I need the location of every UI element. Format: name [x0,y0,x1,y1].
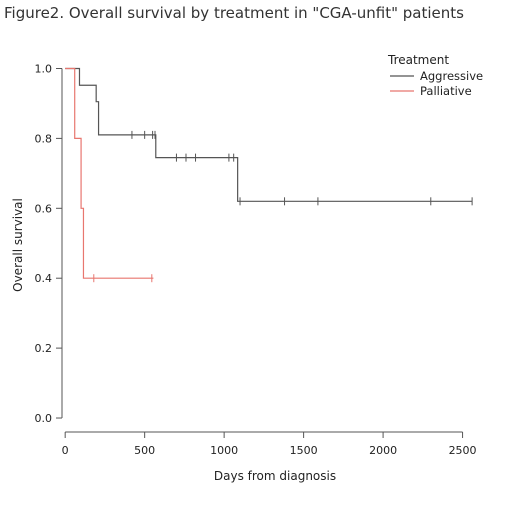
x-tick-label: 500 [134,444,155,457]
x-tick-label: 1000 [210,444,238,457]
y-tick-label: 0.2 [35,342,53,355]
figure-title: Figure2. Overall survival by treatment i… [4,4,464,22]
y-tick-label: 0.0 [35,412,53,425]
y-tick-label: 0.8 [35,132,53,145]
x-axis-title: Days from diagnosis [214,469,336,483]
survival-curve-aggressive [65,67,473,202]
x-tick-label: 2000 [369,444,397,457]
series-aggressive [65,67,473,206]
series-palliative [65,67,154,283]
y-tick-label: 1.0 [35,62,53,75]
y-tick-label: 0.6 [35,202,53,215]
y-tick-label: 0.4 [35,272,53,285]
legend-label-palliative: Palliative [420,84,472,98]
series-layer [65,67,473,283]
legend-title: Treatment [387,53,449,67]
x-axis: 0 500 1000 1500 2000 2500 [62,431,477,457]
y-axis-title: Overall survival [11,198,25,292]
survival-curve-palliative [65,67,154,279]
legend-label-aggressive: Aggressive [420,69,483,83]
x-tick-label: 1500 [290,444,318,457]
x-tick-label: 2500 [449,444,477,457]
x-tick-label: 0 [62,444,69,457]
y-axis: 0.0 0.2 0.4 0.6 0.8 1.0 [35,62,63,425]
